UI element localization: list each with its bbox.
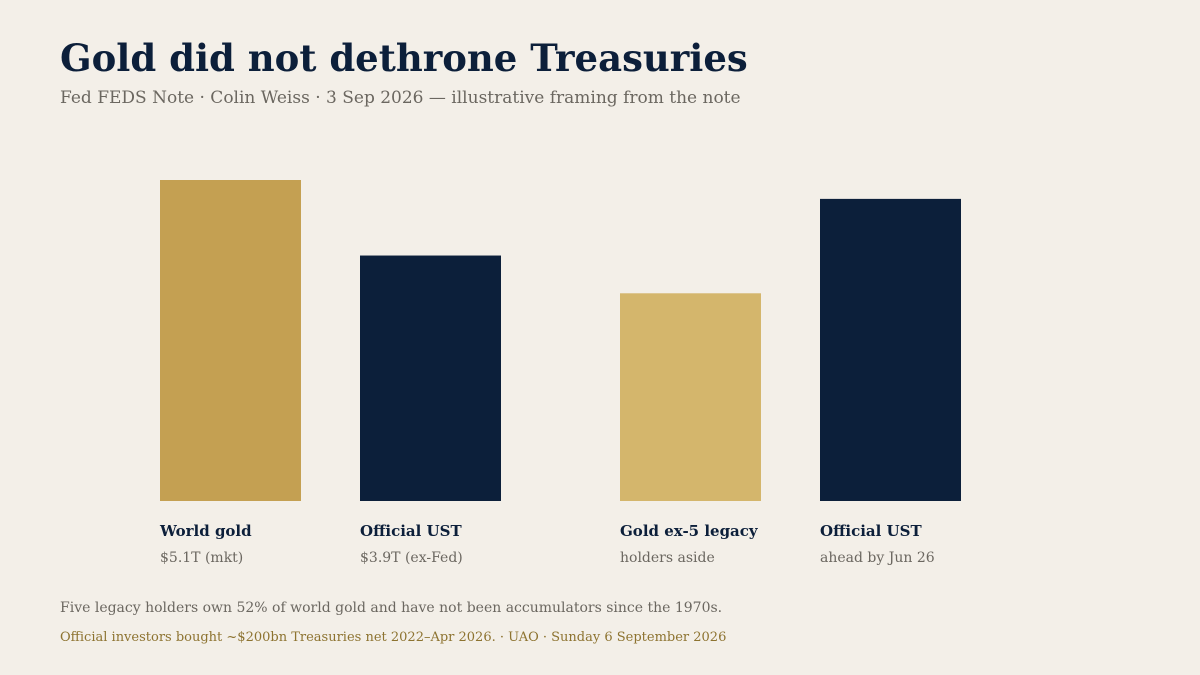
chart-subtitle: Fed FEDS Note · Colin Weiss · 3 Sep 2026…	[60, 88, 741, 108]
footnote: Five legacy holders own 52% of world gol…	[60, 600, 723, 616]
bar-label-1: Official UST	[360, 522, 462, 540]
bar-label-3: Official UST	[820, 522, 922, 540]
bar-sublabel-1: $3.9T (ex-Fed)	[360, 550, 463, 566]
bar-2	[620, 293, 761, 501]
bar-0	[160, 180, 301, 501]
source-line: Official investors bought ~$200bn Treasu…	[60, 630, 727, 645]
bar-1	[360, 255, 501, 501]
bar-label-2: Gold ex-5 legacy	[620, 522, 759, 540]
bar-label-0: World gold	[159, 522, 252, 540]
chart-title: Gold did not dethrone Treasuries	[60, 36, 748, 80]
bar-sublabel-3: ahead by Jun 26	[820, 550, 935, 566]
bar-sublabel-0: $5.1T (mkt)	[160, 550, 243, 566]
bar-3	[820, 198, 961, 501]
bar-sublabel-2: holders aside	[620, 550, 715, 566]
